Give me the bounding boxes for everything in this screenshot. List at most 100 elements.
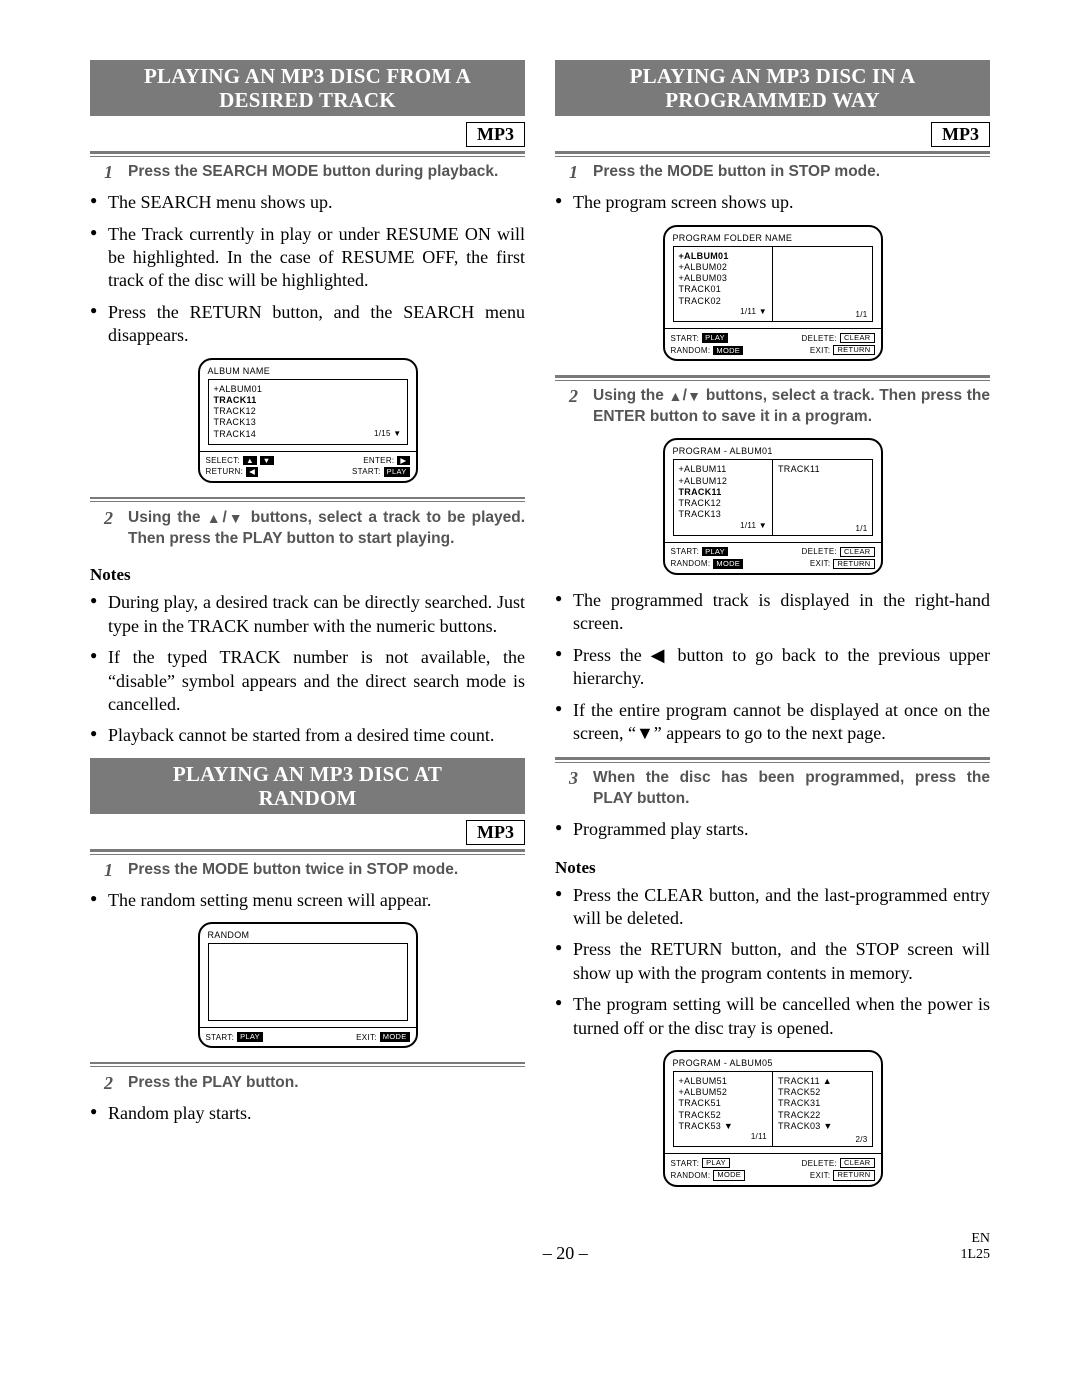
step-number: 3 xyxy=(569,768,583,810)
right-column: PLAYING AN MP3 DISC IN A PROGRAMMED WAY … xyxy=(555,60,990,1201)
page-footer: – 20 – EN 1L25 xyxy=(90,1231,990,1265)
osd-listbox-left: +ALBUM11 +ALBUM12 TRACK11 TRACK12 TRACK1… xyxy=(673,459,774,535)
step-number: 1 xyxy=(104,162,118,183)
notes-heading: Notes xyxy=(555,858,990,878)
step-2: 2 Using the ▲/▼ buttons, select a track … xyxy=(104,508,525,550)
osd-item: TRACK11 xyxy=(214,395,257,406)
step-text: When the disc has been programmed, press… xyxy=(593,768,990,810)
osd-item: TRACK02 xyxy=(679,296,722,307)
step-3: 3 When the disc has been programmed, pre… xyxy=(569,768,990,810)
section-header-desired-track: PLAYING AN MP3 DISC FROM A DESIRED TRACK xyxy=(90,60,525,116)
notes-list: During play, a desired track can be dire… xyxy=(90,591,525,747)
osd-footer: START: PLAY DELETE: CLEAR RANDOM: MODE E… xyxy=(665,1153,881,1185)
step-text: Using the ▲/▼ buttons, select a track to… xyxy=(128,508,525,550)
notes-list: Press the CLEAR button, and the last-pro… xyxy=(555,884,990,1040)
rule xyxy=(555,375,990,378)
osd-item: TRACK03 ▼ xyxy=(778,1121,833,1132)
step-text: Press the MODE button twice in STOP mode… xyxy=(128,860,458,881)
play-key: PLAY xyxy=(702,547,728,556)
page-number: – 20 – xyxy=(170,1243,960,1264)
title-line: PLAYING AN MP3 DISC AT xyxy=(173,762,442,786)
osd-item: TRACK52 xyxy=(778,1087,821,1098)
rule xyxy=(90,501,525,502)
label: SELECT: xyxy=(206,456,241,465)
step-text: Using the ▲/▼ buttons, select a track. T… xyxy=(593,386,990,428)
osd-item: TRACK22 xyxy=(778,1110,821,1121)
bullet-item: The programmed track is displayed in the… xyxy=(555,589,990,636)
play-icon: ▶ xyxy=(397,456,409,465)
step-number: 2 xyxy=(104,1073,118,1094)
bullet-item: The SEARCH menu shows up. xyxy=(90,191,525,214)
mode-key: MODE xyxy=(713,1170,745,1180)
label: EXIT: xyxy=(356,1033,377,1042)
osd-item: TRACK01 xyxy=(679,284,722,295)
notes-heading: Notes xyxy=(90,565,525,585)
rule xyxy=(90,1066,525,1067)
note-item: Press the CLEAR button, and the last-pro… xyxy=(555,884,990,931)
clear-key: CLEAR xyxy=(840,547,875,557)
note-item: Press the RETURN button, and the STOP sc… xyxy=(555,938,990,985)
label: RANDOM: xyxy=(671,1171,711,1180)
osd-pagecount: 2/3 xyxy=(855,1135,867,1144)
rule xyxy=(90,156,525,157)
osd-item: TRACK31 xyxy=(778,1098,821,1109)
bullet-list: Programmed play starts. xyxy=(555,818,990,841)
osd-footer: START: PLAY DELETE: CLEAR RANDOM: MODE E… xyxy=(665,328,881,360)
left-column: PLAYING AN MP3 DISC FROM A DESIRED TRACK… xyxy=(90,60,525,1201)
step-fragment: Using the xyxy=(593,387,664,404)
label: EXIT: xyxy=(810,1171,831,1180)
mp3-badge: MP3 xyxy=(931,122,990,147)
step-number: 2 xyxy=(104,508,118,550)
label: START: xyxy=(671,547,700,556)
step-fragment: Using the xyxy=(128,509,201,526)
osd-listbox-left: +ALBUM01 +ALBUM02 +ALBUM03 TRACK01 TRACK… xyxy=(673,246,774,322)
label: EXIT: xyxy=(810,346,831,355)
osd-listbox-right: 1/1 xyxy=(773,246,873,322)
play-key: PLAY xyxy=(237,1032,263,1041)
label: START: xyxy=(671,1159,700,1168)
osd-search-menu: ALBUM NAME +ALBUM01 TRACK11 TRACK12 TRAC… xyxy=(198,358,418,483)
osd-item: TRACK11 xyxy=(679,487,722,498)
rule xyxy=(555,156,990,157)
clear-key: CLEAR xyxy=(840,333,875,343)
rule xyxy=(555,757,990,760)
osd-item: TRACK11 ▲ xyxy=(778,1076,832,1087)
osd-rowcount: 1/11 ▼ xyxy=(740,521,767,531)
step-text: Press the SEARCH MODE button during play… xyxy=(128,162,498,183)
osd-item: TRACK53 ▼ xyxy=(679,1121,734,1132)
rule xyxy=(90,497,525,500)
osd-item: TRACK12 xyxy=(214,406,257,417)
step-1: 1 Press the MODE button in STOP mode. xyxy=(569,162,990,183)
label: DELETE: xyxy=(802,334,837,343)
osd-rowcount: 1/11 xyxy=(751,1132,767,1142)
label: RANDOM: xyxy=(671,559,711,568)
osd-item: +ALBUM52 xyxy=(679,1087,728,1098)
mode-key: MODE xyxy=(380,1032,410,1041)
footer-lang: EN xyxy=(971,1231,990,1246)
bullet-item: The random setting menu screen will appe… xyxy=(90,889,525,912)
label: START: xyxy=(671,334,700,343)
osd-rowcount: 1/15 ▼ xyxy=(374,429,402,440)
note-item: The program setting will be cancelled wh… xyxy=(555,993,990,1040)
osd-listbox: +ALBUM01 TRACK11 TRACK12 TRACK13 TRACK14… xyxy=(208,379,408,445)
osd-item: TRACK13 xyxy=(214,417,257,428)
play-key: PLAY xyxy=(702,333,728,342)
two-column-layout: PLAYING AN MP3 DISC FROM A DESIRED TRACK… xyxy=(90,60,990,1201)
label: RETURN: xyxy=(206,467,244,476)
clear-key: CLEAR xyxy=(840,1158,875,1168)
footer-code: 1L25 xyxy=(960,1247,990,1262)
section-header-random: PLAYING AN MP3 DISC AT RANDOM xyxy=(90,758,525,814)
osd-program-album05: PROGRAM - ALBUM05 +ALBUM51 +ALBUM52 TRAC… xyxy=(663,1050,883,1187)
osd-title: RANDOM xyxy=(208,930,408,940)
osd-listbox-right: TRACK11 1/1 xyxy=(773,459,873,535)
up-icon: ▲ xyxy=(207,510,223,526)
title-line: PROGRAMMED WAY xyxy=(665,88,880,112)
osd-listbox xyxy=(208,943,408,1021)
rule xyxy=(90,151,525,154)
return-key: RETURN xyxy=(833,345,874,355)
play-key: PLAY xyxy=(384,467,410,476)
step-1: 1 Press the MODE button twice in STOP mo… xyxy=(104,860,525,881)
title-line: PLAYING AN MP3 DISC FROM A xyxy=(144,64,471,88)
bullet-item: Press the ◀ button to go back to the pre… xyxy=(555,644,990,691)
title-line: DESIRED TRACK xyxy=(219,88,396,112)
